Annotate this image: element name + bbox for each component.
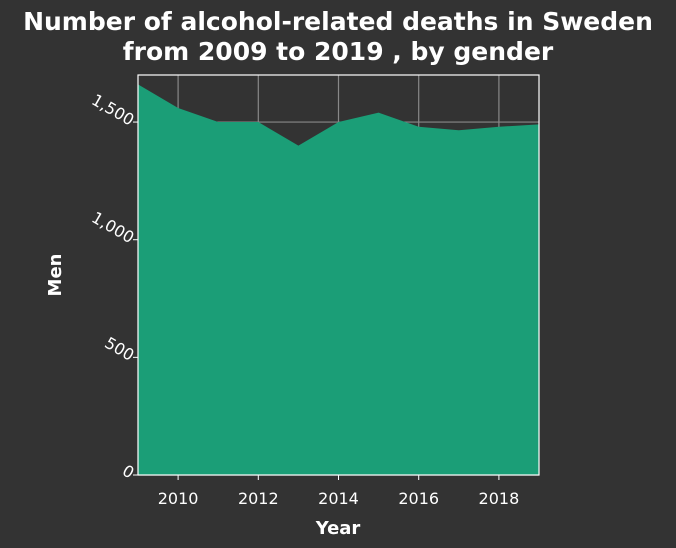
area-series-men xyxy=(138,84,539,475)
x-tick-label-2014: 2014 xyxy=(318,489,359,508)
x-tick-label-2018: 2018 xyxy=(479,489,520,508)
y-tick-label-0: 0 xyxy=(119,461,137,483)
y-axis-ticks: 0 500 1,000 1,500 xyxy=(88,90,138,482)
x-tick-label-2012: 2012 xyxy=(238,489,279,508)
y-tick-label-1500: 1,500 xyxy=(88,90,137,129)
x-tick-label-2016: 2016 xyxy=(398,489,439,508)
chart-title-line-1: Number of alcohol-related deaths in Swed… xyxy=(23,7,653,36)
y-axis-label: Men xyxy=(45,254,66,297)
y-tick-label-500: 500 xyxy=(102,333,138,365)
x-axis-label: Year xyxy=(315,518,361,539)
x-tick-label-2010: 2010 xyxy=(158,489,199,508)
chart-title-line-2: from 2009 to 2019 , by gender xyxy=(123,37,554,66)
x-axis-ticks: 2010 2012 2014 2016 2018 xyxy=(158,475,520,508)
y-tick-label-1000: 1,000 xyxy=(88,208,137,247)
